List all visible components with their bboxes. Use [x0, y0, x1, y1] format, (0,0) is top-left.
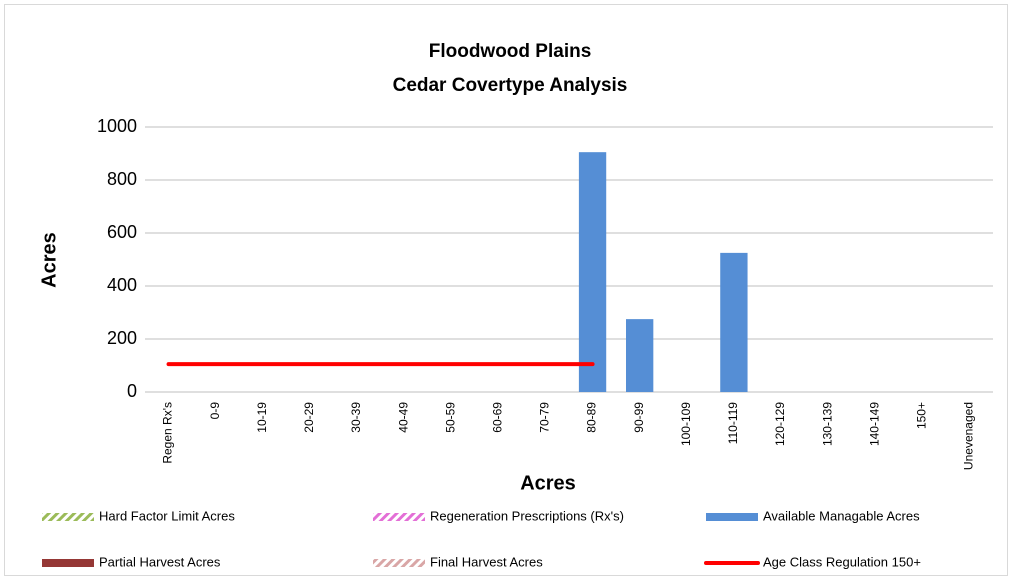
- legend-swatch: [373, 513, 425, 521]
- x-tick-label: 70-79: [538, 402, 552, 433]
- x-tick-label: 10-19: [255, 402, 269, 433]
- legend-swatch: [42, 559, 94, 567]
- y-tick-label: 400: [107, 275, 137, 295]
- bar: [626, 319, 654, 392]
- y-tick-label: 200: [107, 328, 137, 348]
- x-tick-label: 90-99: [632, 402, 646, 433]
- chart-title: Floodwood Plains: [429, 41, 592, 62]
- x-tick-label: 120-129: [773, 402, 787, 446]
- legend-label: Age Class Regulation 150+: [763, 554, 921, 569]
- x-tick-label: 60-69: [491, 402, 505, 433]
- y-tick-label: 0: [127, 381, 137, 401]
- legend-swatch: [706, 513, 758, 521]
- bar: [578, 152, 607, 392]
- legend-swatch: [373, 559, 425, 567]
- legend-label: Hard Factor Limit Acres: [99, 508, 235, 523]
- x-tick-label: 0-9: [208, 402, 222, 420]
- x-tick-label: 80-89: [585, 402, 599, 433]
- x-tick-label: 150+: [915, 402, 929, 429]
- x-tick-label: 130-139: [820, 402, 834, 446]
- y-tick-label: 600: [107, 222, 137, 242]
- x-tick-label: 30-39: [349, 402, 363, 433]
- chart-title: Cedar Covertype Analysis: [393, 75, 628, 96]
- x-tick-label: 140-149: [867, 402, 881, 446]
- x-tick-label: 50-59: [443, 402, 457, 433]
- x-tick-label: Unevenaged: [962, 402, 976, 470]
- legend-swatch: [42, 513, 94, 521]
- y-axis-title: Acres: [38, 232, 60, 288]
- y-tick-label: 1000: [97, 116, 137, 136]
- bar: [720, 252, 748, 392]
- chart-border: [4, 4, 1008, 576]
- y-tick-label: 800: [107, 169, 137, 189]
- x-tick-label: Regen Rx's: [161, 402, 175, 464]
- legend-label: Regeneration Prescriptions (Rx's): [430, 508, 624, 523]
- x-tick-label: 40-49: [396, 402, 410, 433]
- legend-label: Available Managable Acres: [763, 508, 920, 523]
- legend-label: Partial Harvest Acres: [99, 554, 221, 569]
- x-tick-label: 110-119: [726, 402, 740, 445]
- x-tick-label: 20-29: [302, 402, 316, 433]
- x-tick-label: 100-109: [679, 402, 693, 446]
- legend-label: Final Harvest Acres: [430, 554, 543, 569]
- x-axis-title: Acres: [520, 472, 576, 494]
